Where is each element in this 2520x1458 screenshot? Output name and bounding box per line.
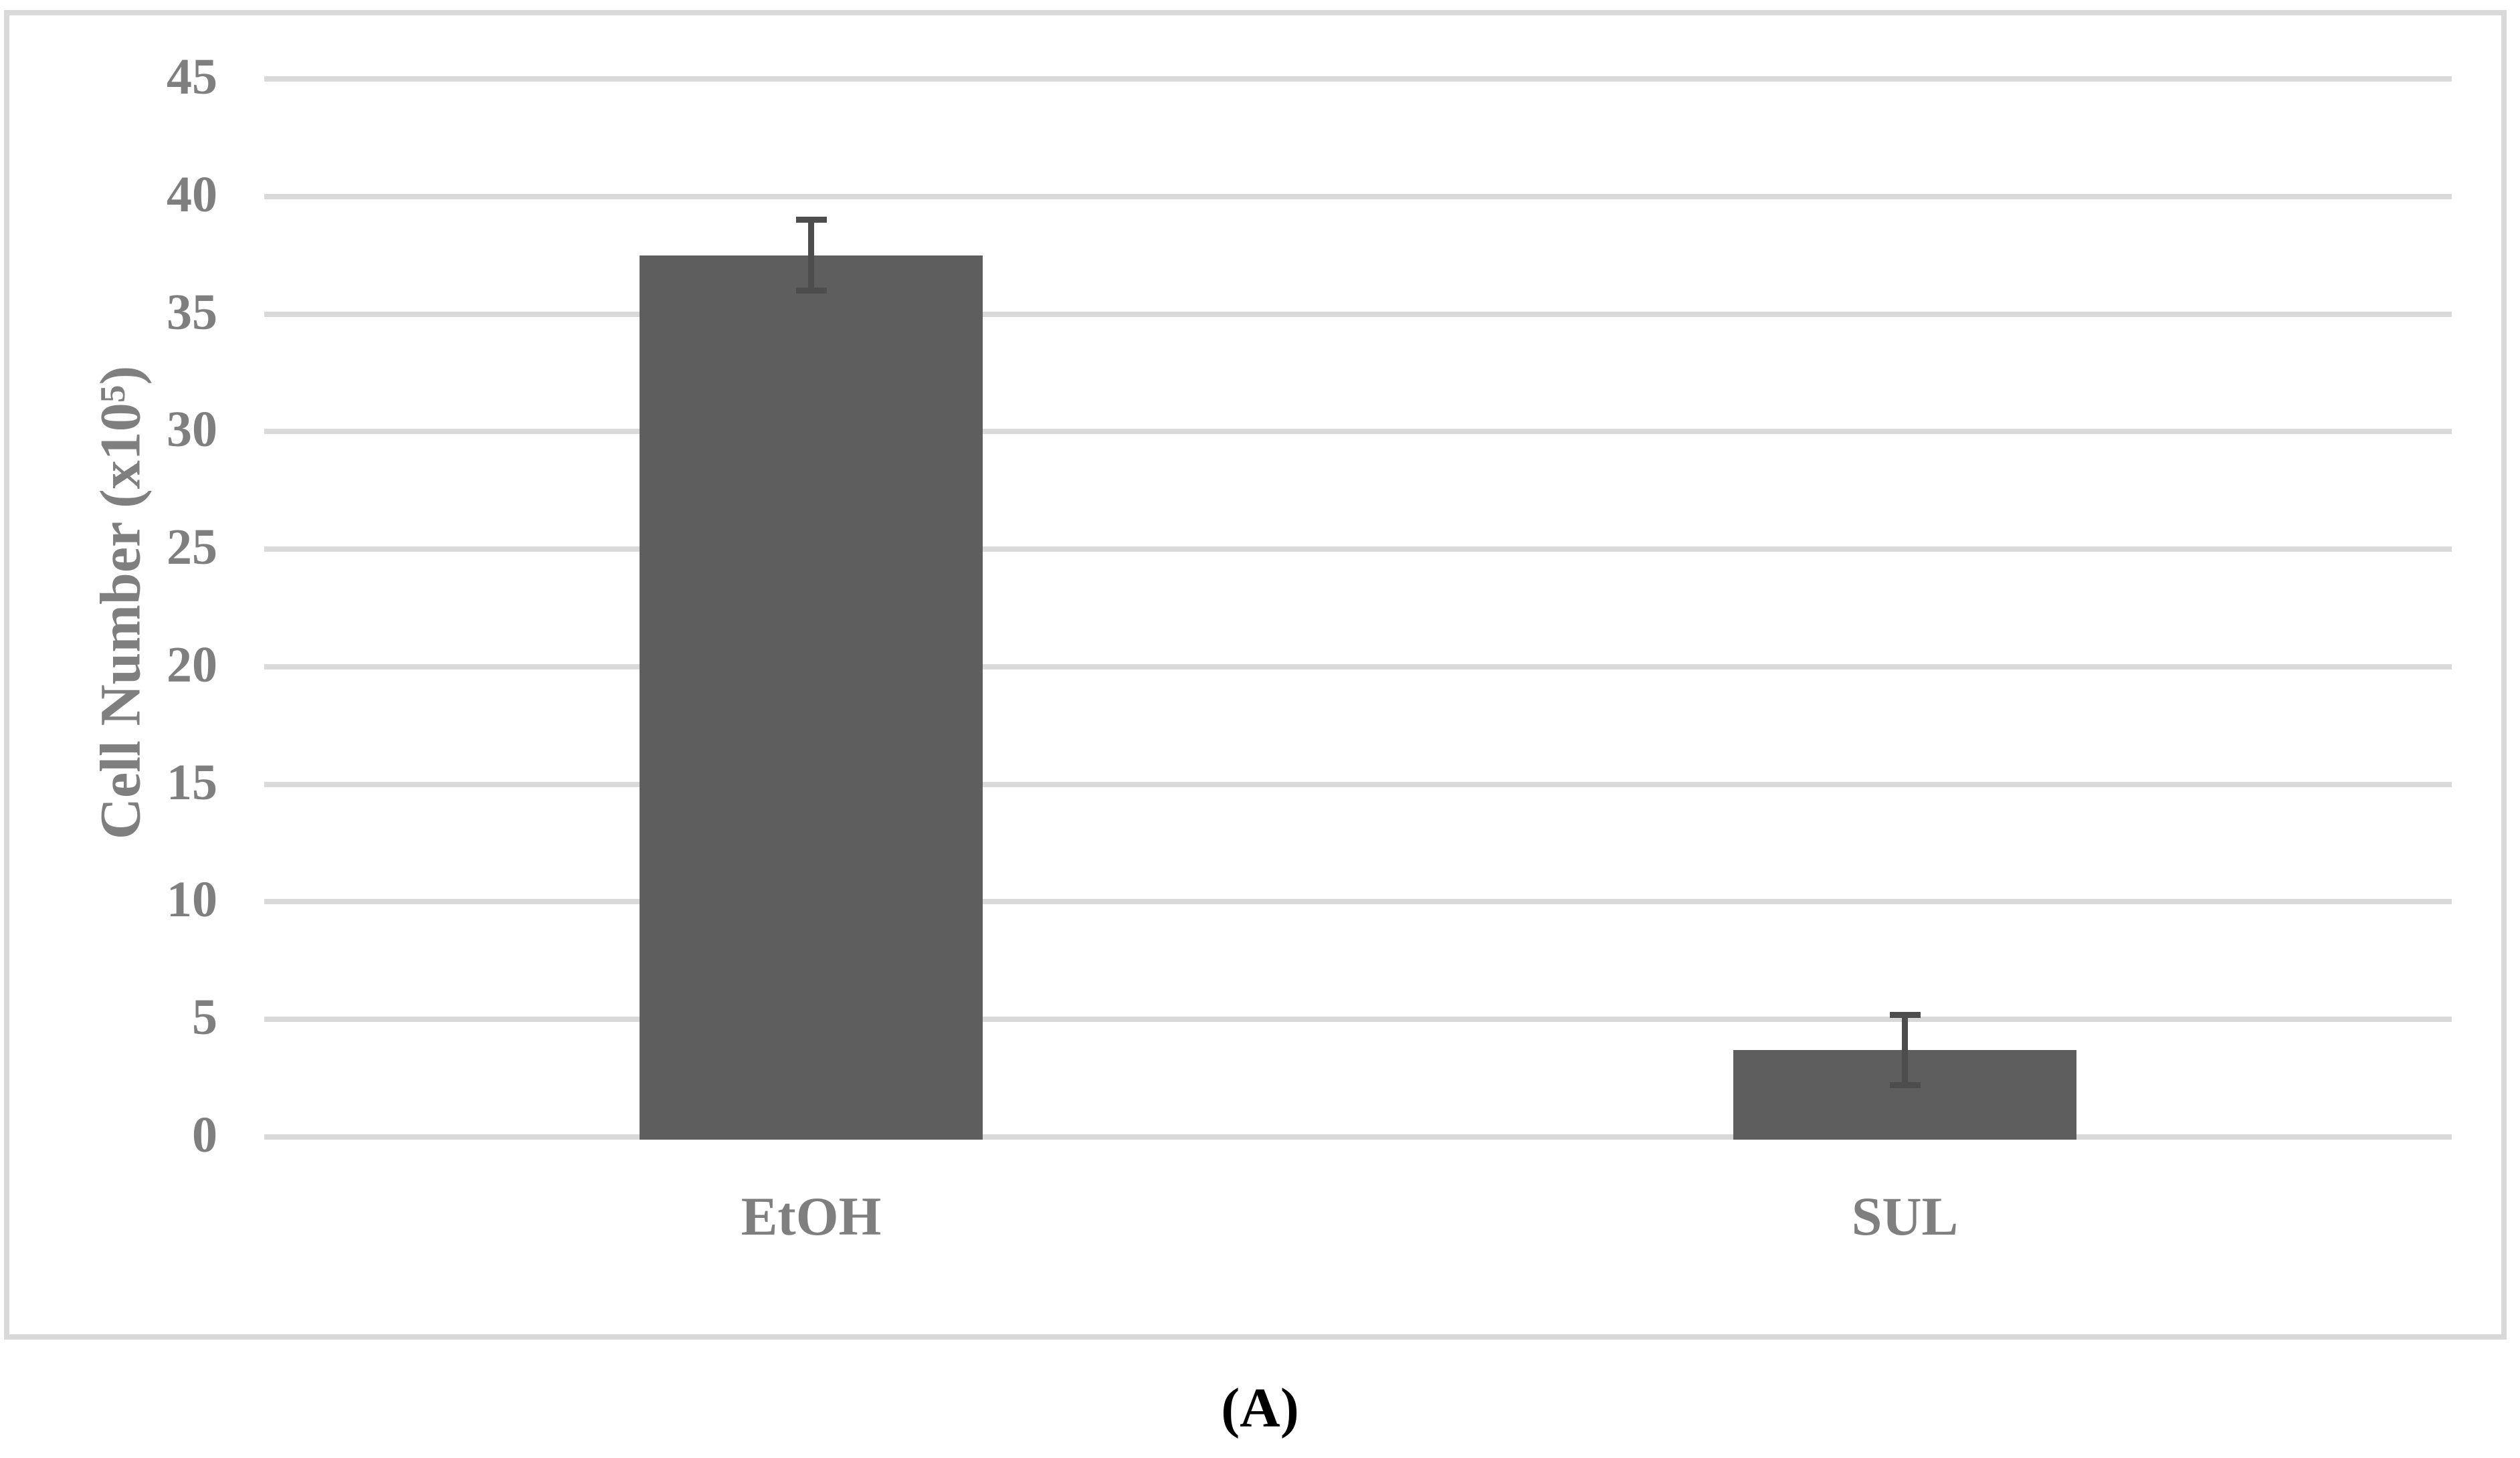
y-tick-label-45: 45 bbox=[167, 48, 217, 105]
gridline-25 bbox=[264, 546, 2452, 552]
error-bar-cap-top-etoh bbox=[795, 217, 827, 223]
gridline-30 bbox=[264, 429, 2452, 435]
x-category-label-etoh: EtOH bbox=[741, 1186, 882, 1247]
figure-caption: (A) bbox=[1221, 1377, 1299, 1439]
y-axis-title-text: Cell Number (x10 bbox=[88, 403, 153, 840]
bar-etoh bbox=[640, 255, 983, 1140]
x-category-label-sul: SUL bbox=[1851, 1186, 1959, 1247]
error-bar-cap-bottom-etoh bbox=[795, 287, 827, 294]
gridline-0 bbox=[264, 1134, 2452, 1140]
y-tick-label-0: 0 bbox=[192, 1106, 217, 1163]
y-tick-label-15: 15 bbox=[167, 754, 217, 811]
chart-border: 0 5 10 15 20 25 30 35 40 45 EtOH SUL bbox=[4, 10, 2507, 1340]
gridline-10 bbox=[264, 899, 2452, 905]
gridline-5 bbox=[264, 1017, 2452, 1023]
error-bar-line-etoh bbox=[808, 219, 814, 291]
gridline-15 bbox=[264, 781, 2452, 787]
gridline-40 bbox=[264, 193, 2452, 199]
y-axis-title: Cell Number (x105) bbox=[72, 201, 153, 1004]
error-bar-line-sul bbox=[1902, 1015, 1908, 1085]
y-tick-label-30: 30 bbox=[167, 401, 217, 458]
y-tick-label-40: 40 bbox=[167, 166, 217, 223]
gridline-35 bbox=[264, 311, 2452, 317]
y-tick-label-35: 35 bbox=[167, 284, 217, 340]
gridline-45 bbox=[264, 76, 2452, 82]
y-tick-label-25: 25 bbox=[167, 519, 217, 576]
gridline-20 bbox=[264, 663, 2452, 669]
y-tick-label-10: 10 bbox=[167, 871, 217, 928]
plot-area: 0 5 10 15 20 25 30 35 40 45 EtOH SUL bbox=[9, 15, 2501, 1334]
error-bar-cap-bottom-sul bbox=[1889, 1082, 1921, 1089]
y-tick-label-20: 20 bbox=[167, 636, 217, 693]
y-axis-title-close: ) bbox=[88, 365, 153, 385]
error-bar-cap-top-sul bbox=[1889, 1011, 1921, 1018]
y-tick-label-5: 5 bbox=[192, 989, 217, 1046]
y-axis-title-superscript: 5 bbox=[92, 385, 132, 403]
